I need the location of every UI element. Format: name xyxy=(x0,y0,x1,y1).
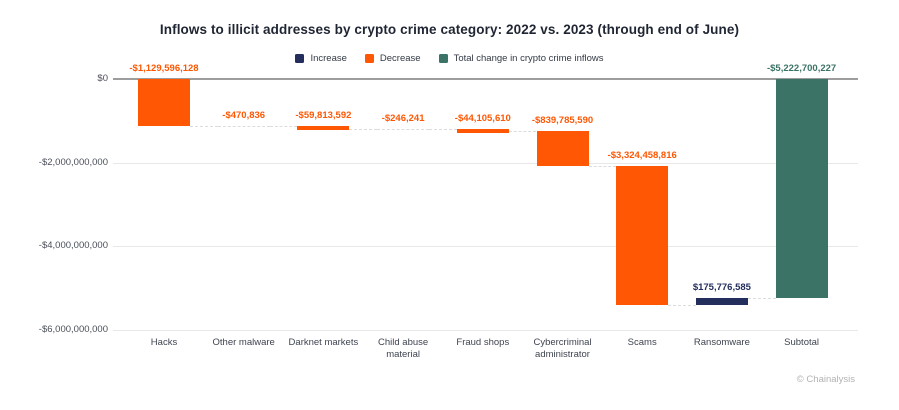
x-axis-label: Other malware xyxy=(212,337,275,348)
legend-item-increase: Increase xyxy=(295,53,347,64)
legend-label: Decrease xyxy=(379,53,421,64)
zero-gridline xyxy=(113,78,858,80)
bar-value-label: -$44,105,610 xyxy=(454,112,511,124)
legend: Increase Decrease Total change in crypto c… xyxy=(0,53,899,64)
legend-swatch-icon xyxy=(438,54,448,63)
bar-value-label: $175,776,585 xyxy=(692,281,751,293)
x-axis-label: Scams xyxy=(627,337,657,348)
x-axis-label: Darknet markets xyxy=(288,337,359,348)
x-axis-label: Fraud shops xyxy=(456,337,510,348)
gridline xyxy=(113,330,858,332)
legend-swatch-icon xyxy=(364,54,374,63)
bar-value-label: -$839,785,590 xyxy=(531,114,594,126)
x-axis-label: Cybercriminal administrator xyxy=(533,337,592,360)
waterfall-connector xyxy=(429,128,457,130)
waterfall-connector xyxy=(190,126,218,128)
legend-item-total: Total change in crypto crime inflows xyxy=(438,53,604,64)
y-tick-label: -$4,000,000,000 xyxy=(38,240,108,252)
bar-decrease xyxy=(616,165,669,305)
x-axis-label: Child abuse material xyxy=(378,337,429,360)
bar-decrease xyxy=(456,128,509,133)
waterfall-connector xyxy=(508,130,537,132)
waterfall-connector xyxy=(668,304,696,306)
bar-decrease xyxy=(536,130,589,166)
bar-value-label: -$59,813,592 xyxy=(295,110,352,122)
waterfall-connector xyxy=(747,297,776,299)
bar-decrease xyxy=(138,79,190,127)
tiny-bar-segment xyxy=(377,128,430,130)
x-axis-label: Hacks xyxy=(150,337,178,348)
legend-swatch-icon xyxy=(295,54,305,63)
bar-value-label: -$470,836 xyxy=(222,110,266,122)
y-tick-label: $0 xyxy=(97,73,108,84)
tiny-bar-segment xyxy=(217,126,270,128)
copyright-label: © Chainalysis xyxy=(796,374,855,385)
waterfall-connector xyxy=(269,126,298,128)
legend-label: Total change in crypto crime inflows xyxy=(453,53,604,64)
waterfall-connector xyxy=(349,128,378,130)
bar-value-label: -$1,129,596,128 xyxy=(129,63,199,74)
legend-label: Increase xyxy=(310,53,347,64)
bar-value-label: -$3,324,458,816 xyxy=(607,149,677,161)
bar-decrease xyxy=(297,126,350,131)
waterfall-connector xyxy=(588,165,617,167)
x-axis-label: Subtotal xyxy=(784,337,820,348)
legend-item-decrease: Decrease xyxy=(364,53,421,64)
bar-increase xyxy=(695,297,748,305)
bar-value-label: -$246,241 xyxy=(381,112,425,124)
gridline xyxy=(113,162,858,164)
chart-title: Inflows to illicit addresses by crypto c… xyxy=(159,22,740,37)
x-axis-label: Ransomware xyxy=(693,337,750,348)
bar-value-label: -$5,222,700,227 xyxy=(766,63,837,74)
bar-total xyxy=(775,79,828,298)
y-tick-label: -$2,000,000,000 xyxy=(38,156,108,168)
gridline xyxy=(113,246,858,248)
y-tick-label: -$6,000,000,000 xyxy=(38,324,108,336)
